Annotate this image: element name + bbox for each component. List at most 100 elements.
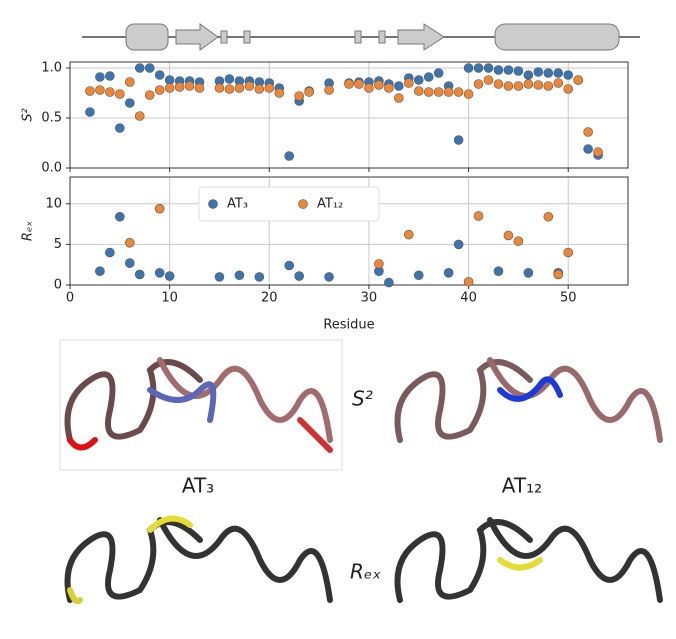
- x-axis-label: Residue: [323, 318, 374, 333]
- point: [85, 107, 95, 117]
- charts: 0.0 0.5 1.0 S² 0 5 10 0 10 20 30 40 50 Rₑₓ Residue AT₃ A…: [21, 61, 629, 333]
- point: [523, 79, 534, 89]
- point: [523, 70, 534, 80]
- point: [284, 151, 295, 161]
- point: [254, 272, 265, 282]
- point: [394, 93, 404, 103]
- x-tick-label: 40: [460, 291, 477, 306]
- point: [124, 258, 135, 268]
- y-axis-label: Rₑₓ: [21, 221, 36, 241]
- point: [473, 211, 484, 221]
- point: [533, 67, 544, 77]
- point: [154, 203, 165, 214]
- point: [573, 75, 583, 85]
- point: [164, 271, 175, 281]
- point: [563, 70, 574, 80]
- point: [124, 237, 135, 248]
- point: [503, 81, 514, 91]
- point: [503, 230, 514, 241]
- point: [443, 268, 454, 278]
- point: [483, 63, 494, 73]
- x-tick-label: 0: [66, 291, 74, 306]
- point: [134, 63, 145, 73]
- point: [85, 86, 95, 96]
- point: [453, 87, 464, 97]
- y-tick-label: 0.0: [41, 161, 62, 176]
- legend-marker: [298, 199, 308, 209]
- point: [154, 85, 165, 95]
- point: [384, 83, 394, 93]
- point: [304, 87, 314, 97]
- point: [543, 211, 554, 222]
- s2-label: S²: [352, 387, 373, 411]
- point: [374, 259, 384, 269]
- point: [583, 144, 593, 154]
- point: [493, 65, 504, 75]
- point: [463, 89, 474, 99]
- point: [563, 247, 574, 258]
- point: [214, 83, 225, 93]
- x-tick-label: 10: [161, 291, 178, 306]
- point: [553, 269, 564, 280]
- point: [194, 83, 205, 93]
- point: [553, 78, 564, 88]
- point: [533, 80, 544, 90]
- point: [105, 247, 115, 258]
- point: [423, 87, 434, 97]
- variant-label: AT₃: [182, 474, 214, 498]
- point: [354, 79, 364, 89]
- point: [174, 82, 185, 92]
- structure-images: [59, 339, 663, 605]
- y-tick-label: 5: [54, 237, 62, 252]
- point: [593, 147, 603, 157]
- point: [394, 81, 404, 91]
- point: [493, 79, 504, 89]
- point: [324, 85, 334, 95]
- point: [403, 229, 414, 240]
- point: [95, 85, 105, 95]
- point: [413, 86, 424, 96]
- point: [433, 87, 444, 97]
- point: [513, 81, 524, 91]
- y-tick-label: 1.0: [41, 61, 62, 76]
- point: [513, 66, 524, 76]
- point: [164, 83, 175, 93]
- legend-box: [198, 186, 380, 222]
- x-tick-label: 30: [361, 291, 378, 306]
- topology: [82, 23, 640, 51]
- point: [493, 266, 504, 276]
- point: [274, 88, 285, 98]
- point: [115, 211, 125, 222]
- point: [124, 77, 135, 87]
- point: [443, 87, 454, 97]
- point: [224, 74, 235, 84]
- point: [364, 83, 374, 93]
- point: [214, 272, 225, 282]
- point: [483, 75, 494, 85]
- point: [164, 75, 175, 85]
- point: [254, 84, 265, 94]
- point: [115, 89, 125, 99]
- point: [583, 127, 593, 137]
- point: [543, 68, 554, 78]
- point: [553, 68, 564, 78]
- point: [453, 239, 464, 250]
- point: [563, 84, 574, 94]
- y-tick-label: 0: [54, 278, 62, 293]
- point: [264, 83, 275, 93]
- point: [463, 276, 474, 287]
- plot-frame: [69, 61, 629, 169]
- point: [433, 68, 444, 78]
- y-tick-label: 0.5: [41, 111, 62, 126]
- point: [234, 83, 245, 93]
- point: [384, 277, 394, 288]
- point: [144, 63, 155, 73]
- point: [423, 72, 434, 82]
- point: [124, 98, 135, 108]
- legend-marker: [208, 199, 218, 209]
- y-axis-label: S²: [21, 108, 36, 121]
- legend-label: AT₁₂: [317, 197, 343, 212]
- point: [234, 270, 245, 281]
